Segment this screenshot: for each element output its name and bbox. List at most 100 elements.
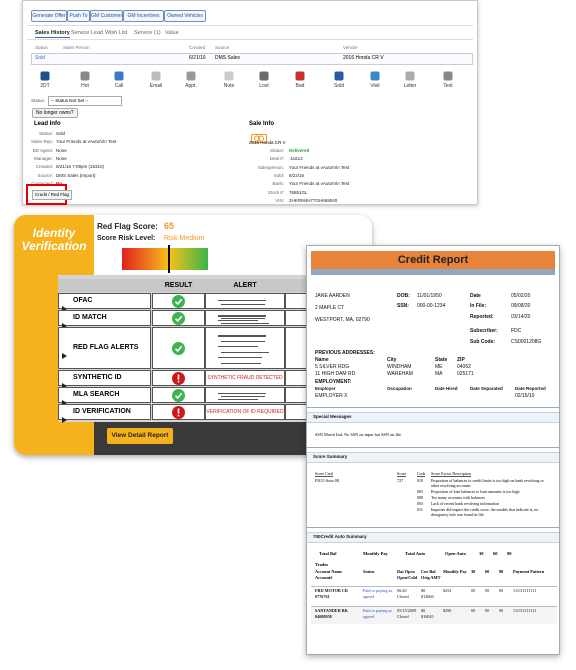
trade-cell: 00 bbox=[499, 608, 504, 613]
action-label[interactable]: Note bbox=[223, 83, 235, 89]
trade-cell: 06/20 bbox=[397, 588, 407, 593]
alert-cell: VERIFICATION OF ID REQUIRED bbox=[205, 404, 285, 420]
action-label[interactable]: Sold bbox=[333, 83, 344, 89]
file-label: Date bbox=[470, 293, 481, 299]
col-header: Payment Pattern bbox=[513, 569, 545, 574]
action-icon[interactable] bbox=[39, 69, 51, 81]
trade-cell: $12666 bbox=[421, 594, 434, 599]
credit-button[interactable]: Credit / Red Flag bbox=[32, 190, 73, 200]
action-label[interactable]: Bad bbox=[295, 83, 305, 89]
col-header: Dat Opcn bbox=[397, 569, 415, 574]
action-label[interactable]: Appt. bbox=[185, 83, 197, 89]
factor-text: Too many accounts with balances bbox=[431, 495, 485, 500]
trade-cell: 00 bbox=[499, 588, 504, 593]
redacted-line bbox=[218, 320, 258, 322]
tab[interactable]: Service (1) bbox=[134, 30, 161, 36]
action-label[interactable]: 2DT bbox=[40, 83, 50, 89]
id-value: 000-00-1234 bbox=[417, 303, 446, 309]
crm-screenshot: Generate Offer Push To GM Customer GM Incen… bbox=[22, 0, 478, 205]
trade-cell: 00 bbox=[471, 608, 476, 613]
action-label[interactable]: Lost bbox=[259, 83, 269, 89]
col-header: Open/Cold bbox=[397, 575, 418, 580]
factor-code: 010 bbox=[417, 478, 423, 483]
row-label: ID VERIFICATION bbox=[73, 408, 131, 415]
field-value: None bbox=[56, 147, 67, 153]
row-arrow bbox=[62, 299, 67, 312]
field-value: 76651GL bbox=[289, 189, 308, 195]
divider bbox=[27, 39, 473, 40]
owns-button[interactable]: No longer owns? bbox=[32, 108, 78, 118]
field-label: BD Agent: bbox=[32, 147, 53, 153]
lead-info-title: Lead Info bbox=[34, 121, 61, 127]
alert-icon bbox=[172, 405, 185, 419]
action-icon[interactable] bbox=[79, 69, 91, 81]
action-icon[interactable] bbox=[258, 69, 270, 81]
trade-row bbox=[311, 606, 557, 624]
toolbar-button[interactable]: Generate Offer bbox=[31, 10, 67, 22]
col-header: Name bbox=[315, 357, 329, 363]
trades-title: Trades bbox=[315, 562, 329, 567]
status-cell[interactable]: Sold bbox=[35, 55, 46, 61]
redacted-line bbox=[218, 335, 266, 337]
tab[interactable]: Wish List bbox=[105, 30, 128, 36]
action-label[interactable]: Call bbox=[114, 83, 124, 89]
section-line bbox=[307, 527, 559, 528]
section-line bbox=[307, 447, 559, 448]
action-icon[interactable] bbox=[185, 69, 197, 81]
col-header: Date Reported bbox=[515, 386, 546, 391]
toolbar-button[interactable]: Push To bbox=[67, 10, 90, 22]
trade-cell: Closed bbox=[397, 594, 409, 599]
address-cell: 11 HIGH DAM RD bbox=[315, 371, 356, 377]
section-title: Special Messages bbox=[313, 414, 352, 419]
employer: EMPLOYER X bbox=[315, 393, 348, 399]
action-label[interactable]: Visit bbox=[370, 83, 380, 89]
report-stripe bbox=[311, 269, 555, 275]
redacted-line bbox=[221, 322, 269, 324]
field-value: 6/21/16 7:09pm (16310) bbox=[56, 164, 105, 170]
col-header: Account Name bbox=[315, 569, 343, 574]
action-icon[interactable] bbox=[442, 69, 454, 81]
toolbar-button[interactable]: Owned Vehicles bbox=[164, 10, 206, 22]
action-label[interactable]: Hot bbox=[81, 83, 89, 89]
table-header: Sales Person bbox=[63, 45, 90, 50]
address-cell: WINDHAM bbox=[387, 364, 412, 370]
tab[interactable]: Sales History bbox=[35, 30, 70, 38]
address-cell: ME bbox=[435, 364, 443, 370]
action-icon[interactable] bbox=[113, 69, 125, 81]
table-header: Vehicle bbox=[343, 45, 358, 50]
field-label: Stock #: bbox=[267, 189, 284, 195]
row-label: RED FLAG ALERTS bbox=[73, 344, 139, 351]
address-cell: 04062 bbox=[457, 364, 471, 370]
row-label: OFAC bbox=[73, 297, 93, 304]
detail-button[interactable]: View Detail Report bbox=[107, 428, 173, 444]
file-value: 09/08/20 bbox=[511, 303, 531, 309]
action-icon[interactable] bbox=[150, 69, 162, 81]
action-icon[interactable] bbox=[223, 69, 235, 81]
sale-info-title: Sale Info bbox=[249, 121, 275, 127]
status-select[interactable]: -- Status Not Set -- bbox=[48, 96, 122, 106]
redacted-line bbox=[218, 315, 266, 317]
alert-cell: SYNTHETIC FRAUD DETECTED bbox=[205, 370, 285, 386]
toolbar-button[interactable]: GM Customer bbox=[90, 10, 123, 22]
tab[interactable]: Service Lead bbox=[71, 30, 104, 36]
col-header: Open Auto bbox=[445, 551, 466, 556]
col-header: Total Auto bbox=[405, 551, 426, 556]
tab[interactable]: Value bbox=[165, 30, 179, 36]
score-label: Red Flag Score: bbox=[97, 222, 158, 231]
action-icon[interactable] bbox=[369, 69, 381, 81]
action-label[interactable]: Text bbox=[443, 83, 453, 89]
factor-text: Proportion of loan balances to loan amou… bbox=[431, 489, 520, 494]
action-label[interactable]: Email bbox=[149, 83, 163, 89]
trade-cell: $0 bbox=[421, 608, 426, 613]
alert-text: SYNTHETIC FRAUD DETECTED bbox=[207, 375, 283, 381]
action-icon[interactable] bbox=[404, 69, 416, 81]
col-header: State bbox=[435, 357, 448, 363]
row-label-cell: ID VERIFICATION bbox=[58, 404, 151, 423]
action-icon[interactable] bbox=[333, 69, 345, 81]
row-arrow bbox=[62, 410, 67, 423]
action-label[interactable]: Letter bbox=[403, 83, 417, 89]
section-band bbox=[307, 532, 559, 543]
action-icon[interactable] bbox=[294, 69, 306, 81]
redacted-line bbox=[221, 396, 265, 398]
toolbar-button[interactable]: GM Incentives bbox=[123, 10, 164, 22]
